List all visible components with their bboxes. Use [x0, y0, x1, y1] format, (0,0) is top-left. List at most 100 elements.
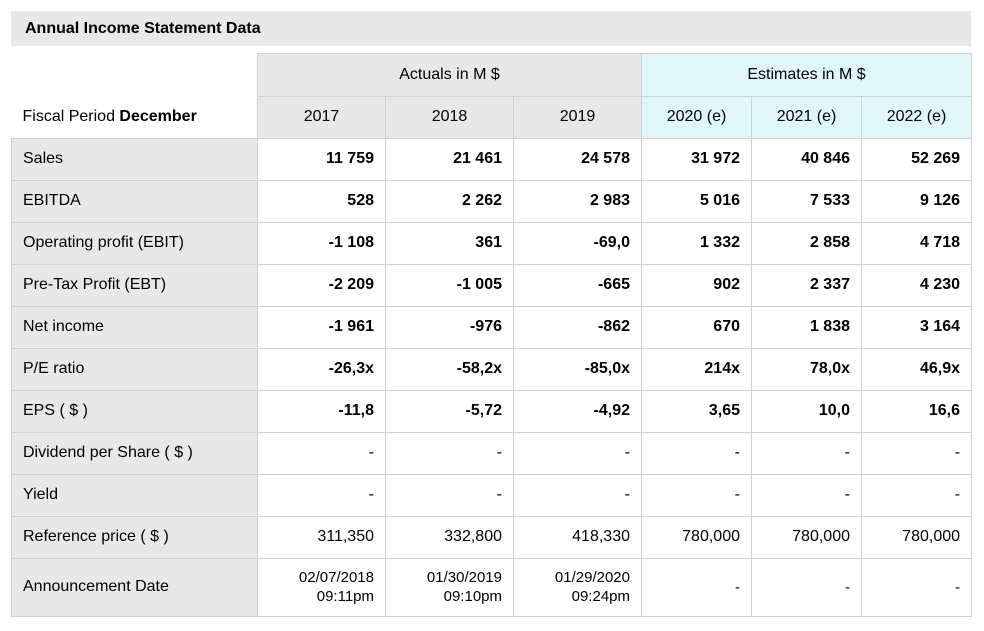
announcement-date-cell: 01/29/2020 09:24pm [513, 557, 642, 617]
value-cell: -69,0 [513, 221, 642, 265]
year-header: 2019 [513, 96, 642, 139]
announcement-date: - [955, 578, 961, 596]
table-row-eps: EPS ( $ ) -11,8 -5,72 -4,92 3,65 10,0 16,6 [11, 389, 973, 433]
value-cell: 780,000 [751, 515, 862, 559]
row-label: Operating profit (EBIT) [11, 221, 258, 265]
row-label: EPS ( $ ) [11, 389, 258, 433]
value-cell: 7 533 [751, 179, 862, 223]
value-cell: - [860, 431, 973, 475]
row-label: Dividend per Share ( $ ) [11, 431, 258, 475]
value-cell: - [513, 431, 642, 475]
value-cell: - [641, 431, 752, 475]
value-cell: 528 [257, 179, 386, 223]
value-cell: 332,800 [385, 515, 514, 559]
value-cell: 361 [385, 221, 514, 265]
value-cell: -1 108 [257, 221, 386, 265]
value-cell: 311,350 [257, 515, 386, 559]
announcement-date: 01/29/2020 [554, 569, 630, 586]
announcement-date-cell: 02/07/2018 09:11pm [257, 557, 386, 617]
table-row-ebitda: EBITDA 528 2 262 2 983 5 016 7 533 9 126 [11, 179, 973, 223]
header-year-row: Fiscal Period December 2017 2018 2019 20… [11, 96, 973, 139]
announcement-date-cell: 01/30/2019 09:10pm [385, 557, 514, 617]
value-cell: 3,65 [641, 389, 752, 433]
fiscal-period-prefix: Fiscal Period [22, 108, 120, 125]
value-cell: 31 972 [641, 137, 752, 181]
value-cell: 5 016 [641, 179, 752, 223]
value-cell: 40 846 [751, 137, 862, 181]
value-cell: - [860, 473, 973, 517]
value-cell: 3 164 [860, 305, 973, 349]
value-cell: - [385, 431, 514, 475]
year-header: 2021 (e) [751, 96, 862, 139]
row-label: Yield [11, 473, 258, 517]
row-label: Net income [11, 305, 258, 349]
value-cell: 52 269 [860, 137, 973, 181]
value-cell: -5,72 [385, 389, 514, 433]
row-label: Reference price ( $ ) [11, 515, 258, 559]
year-header: 2020 (e) [641, 96, 752, 139]
table-row-reference-price: Reference price ( $ ) 311,350 332,800 418,3… [11, 515, 973, 559]
announcement-date-cell: - [751, 557, 862, 617]
announcement-time: 09:10pm [443, 588, 502, 605]
value-cell: 4 718 [860, 221, 973, 265]
announcement-time: 09:11pm [316, 588, 374, 605]
announcement-date: 01/30/2019 [426, 569, 502, 586]
announcement-date-cell: - [641, 557, 752, 617]
row-label: Sales [11, 137, 258, 181]
year-header: 2018 [385, 96, 514, 139]
value-cell: 10,0 [751, 389, 862, 433]
row-label: P/E ratio [11, 347, 258, 391]
row-label: Announcement Date [11, 557, 258, 617]
header-blank-cell [11, 53, 258, 97]
announcement-date: 02/07/2018 [298, 569, 374, 586]
year-header: 2022 (e) [860, 96, 973, 139]
value-cell: -862 [513, 305, 642, 349]
table-row-net-income: Net income -1 961 -976 -862 670 1 838 3 164 [11, 305, 973, 349]
year-header: 2017 [257, 96, 386, 139]
value-cell: 2 983 [513, 179, 642, 223]
value-cell: -1 005 [385, 263, 514, 307]
value-cell: -26,3x [257, 347, 386, 391]
value-cell: 780,000 [641, 515, 752, 559]
table-row-yield: Yield - - - - - - [11, 473, 973, 517]
value-cell: 780,000 [860, 515, 973, 559]
announcement-date: - [845, 578, 850, 596]
row-label: Pre-Tax Profit (EBT) [11, 263, 258, 307]
value-cell: 16,6 [860, 389, 973, 433]
section-title: Annual Income Statement Data [11, 11, 971, 46]
income-statement-table: Actuals in M $ Estimates in M $ Fiscal P… [11, 53, 973, 617]
value-cell: - [257, 431, 386, 475]
table-row-operating-profit-ebit: Operating profit (EBIT) -1 108 361 -69,0 1 3… [11, 221, 973, 265]
value-cell: -665 [513, 263, 642, 307]
value-cell: 24 578 [513, 137, 642, 181]
value-cell: - [385, 473, 514, 517]
value-cell: - [751, 473, 862, 517]
value-cell: -11,8 [257, 389, 386, 433]
value-cell: -1 961 [257, 305, 386, 349]
value-cell: -2 209 [257, 263, 386, 307]
value-cell: - [751, 431, 862, 475]
table-row-announcement-date: Announcement Date 02/07/2018 09:11pm 01/30/… [11, 557, 973, 617]
value-cell: 2 337 [751, 263, 862, 307]
value-cell: 78,0x [751, 347, 862, 391]
actuals-header: Actuals in M $ [257, 53, 642, 97]
value-cell: 2 858 [751, 221, 862, 265]
value-cell: 1 838 [751, 305, 862, 349]
header-group-row: Actuals in M $ Estimates in M $ [11, 53, 973, 97]
estimates-header: Estimates in M $ [640, 53, 973, 97]
value-cell: 4 230 [860, 263, 973, 307]
value-cell: 11 759 [257, 137, 386, 181]
value-cell: -4,92 [513, 389, 642, 433]
value-cell: 21 461 [385, 137, 514, 181]
value-cell: 214x [641, 347, 752, 391]
value-cell: 1 332 [641, 221, 752, 265]
value-cell: -976 [385, 305, 514, 349]
value-cell: - [641, 473, 752, 517]
table-row-sales: Sales 11 759 21 461 24 578 31 972 40 846 52 26… [11, 137, 973, 181]
announcement-date-cell: - [860, 557, 973, 617]
row-label: EBITDA [11, 179, 258, 223]
value-cell: 46,9x [860, 347, 973, 391]
value-cell: -58,2x [385, 347, 514, 391]
value-cell: -85,0x [513, 347, 642, 391]
value-cell: 902 [641, 263, 752, 307]
